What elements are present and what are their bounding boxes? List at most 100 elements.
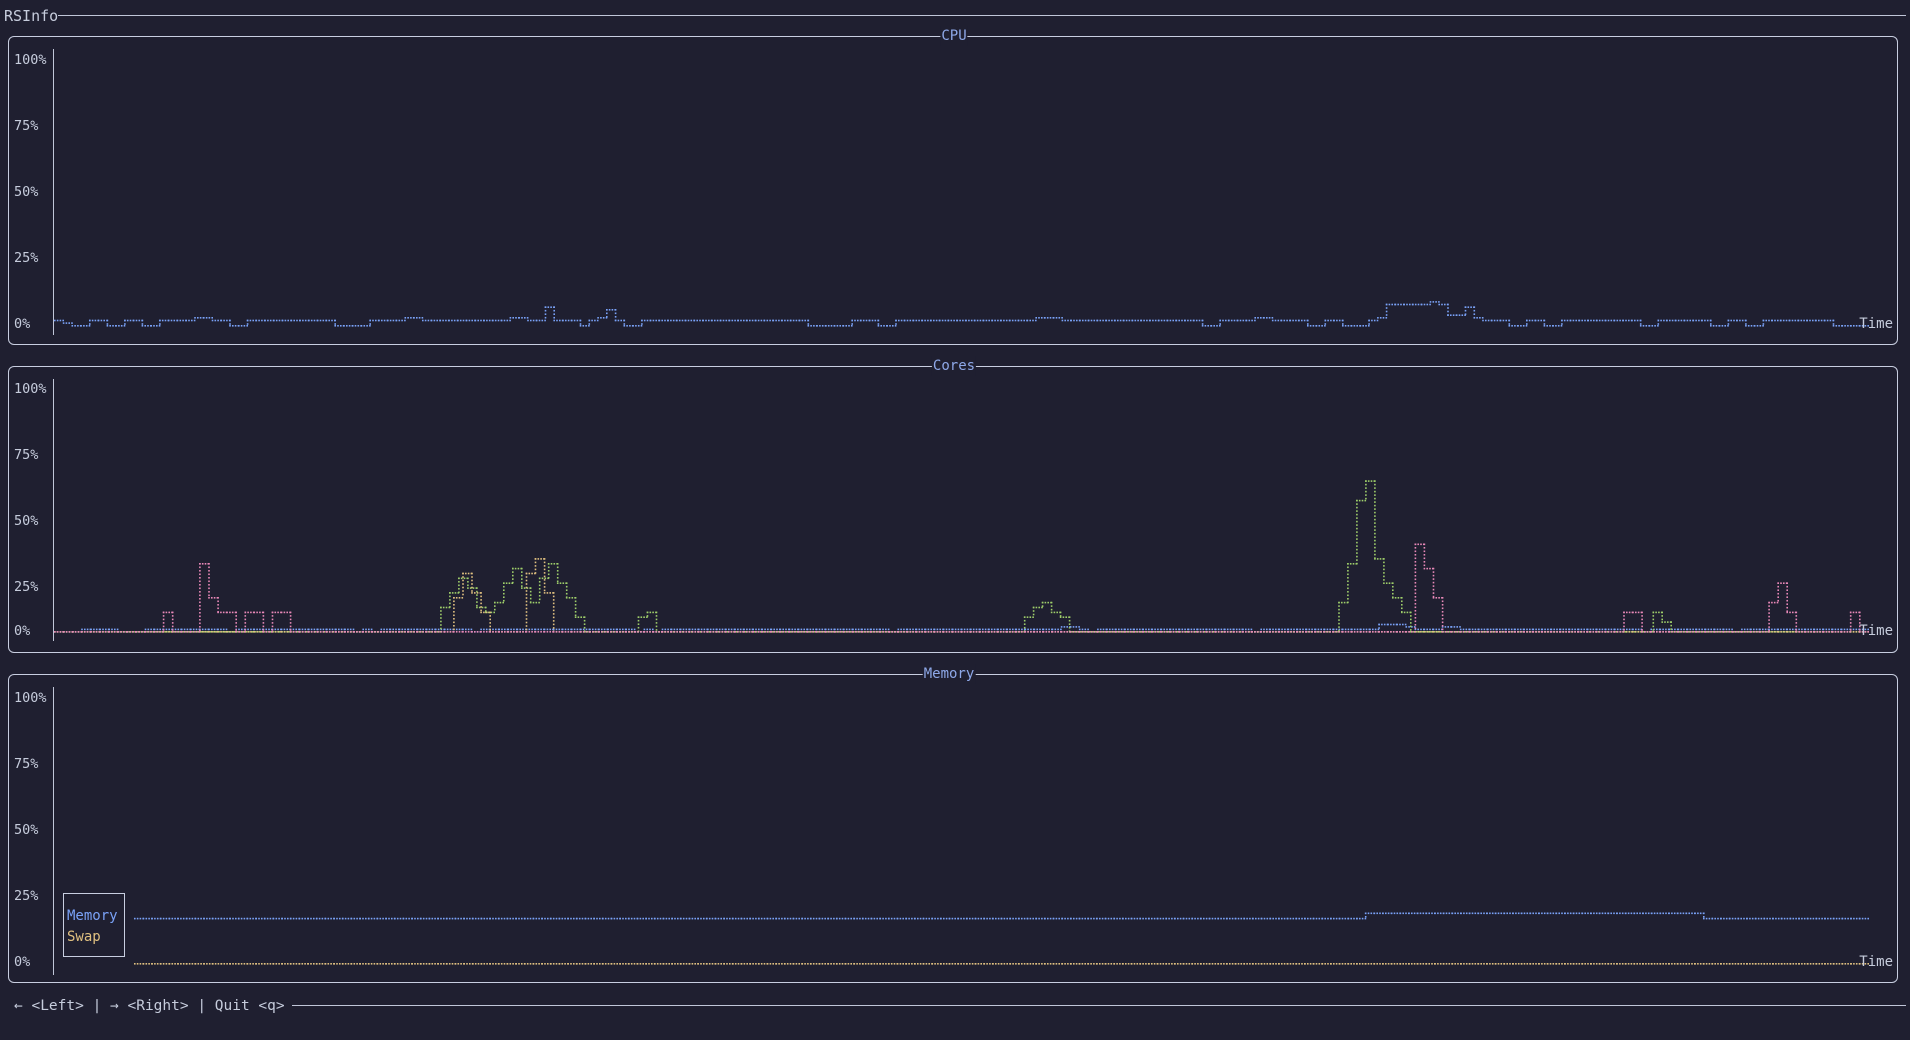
data-point xyxy=(1212,631,1214,633)
data-point xyxy=(56,319,59,322)
data-point xyxy=(790,631,792,633)
data-point xyxy=(1374,511,1376,514)
data-point xyxy=(504,631,506,633)
data-point xyxy=(1510,631,1513,633)
data-point xyxy=(1791,319,1794,322)
data-point xyxy=(1859,629,1861,631)
data-point xyxy=(208,917,211,920)
data-point xyxy=(171,622,174,624)
data-point xyxy=(968,319,970,322)
data-point xyxy=(1044,317,1046,319)
data-point xyxy=(1628,611,1631,614)
data-point xyxy=(582,628,585,631)
data-point xyxy=(888,631,891,633)
data-point xyxy=(866,631,869,633)
data-point xyxy=(235,625,237,628)
data-point xyxy=(159,628,161,631)
data-point xyxy=(208,597,210,599)
data-point xyxy=(583,616,586,618)
data-point xyxy=(1420,631,1422,633)
data-point xyxy=(1020,319,1023,322)
data-point xyxy=(1059,615,1062,617)
data-point xyxy=(289,622,292,624)
data-point xyxy=(74,325,76,327)
data-point xyxy=(1753,325,1756,327)
data-point xyxy=(1410,625,1412,628)
data-point xyxy=(637,616,640,618)
data-point xyxy=(897,631,900,633)
data-point xyxy=(1720,631,1723,633)
data-point xyxy=(521,578,523,580)
data-point xyxy=(795,319,798,322)
data-point xyxy=(235,611,237,614)
data-point xyxy=(682,631,685,633)
data-point xyxy=(1447,310,1449,313)
data-point xyxy=(847,917,850,920)
data-point xyxy=(1803,319,1805,322)
data-point xyxy=(1683,628,1685,631)
data-point xyxy=(1804,631,1807,633)
data-point xyxy=(1623,611,1625,614)
data-point xyxy=(525,583,528,585)
data-point xyxy=(255,319,258,322)
data-point xyxy=(455,597,458,599)
data-point xyxy=(1816,631,1818,633)
data-point xyxy=(59,319,62,322)
cpu-panel: CPU 100% 75% 50% 25% 0% Time xyxy=(8,26,1898,345)
data-point xyxy=(552,620,555,622)
data-point xyxy=(518,917,520,920)
data-point xyxy=(550,917,552,920)
data-point xyxy=(155,631,158,633)
data-point xyxy=(1685,631,1687,633)
data-point xyxy=(809,628,812,631)
data-point xyxy=(1347,573,1349,576)
data-point xyxy=(324,917,327,920)
data-point xyxy=(1058,317,1061,319)
data-point xyxy=(1763,631,1765,633)
data-point xyxy=(1356,527,1358,530)
data-point xyxy=(1777,631,1779,633)
data-point xyxy=(673,628,676,631)
data-point xyxy=(772,631,774,633)
data-point xyxy=(556,566,559,569)
data-point xyxy=(183,631,186,633)
data-point xyxy=(1432,585,1435,587)
data-point xyxy=(538,319,541,322)
data-point xyxy=(346,325,348,327)
data-point xyxy=(1855,325,1858,327)
data-point xyxy=(1245,631,1247,633)
data-point xyxy=(209,631,212,633)
data-point xyxy=(504,628,506,631)
data-point xyxy=(1374,553,1376,556)
data-point xyxy=(108,631,110,633)
data-point xyxy=(1423,567,1426,570)
data-point xyxy=(1715,631,1717,633)
data-point xyxy=(1762,319,1765,322)
data-point xyxy=(203,917,205,920)
data-point xyxy=(271,631,273,633)
data-point xyxy=(836,325,839,327)
data-point xyxy=(1133,628,1135,631)
data-point xyxy=(203,631,205,633)
data-point xyxy=(1850,325,1852,327)
data-point xyxy=(1832,323,1835,325)
data-point xyxy=(1795,618,1798,621)
data-point xyxy=(363,325,366,327)
data-point xyxy=(1686,628,1689,631)
data-point xyxy=(957,631,960,633)
data-point xyxy=(1374,515,1376,517)
data-point xyxy=(1777,319,1779,322)
data-point xyxy=(1238,628,1241,631)
data-point xyxy=(290,917,292,920)
data-point xyxy=(543,628,546,631)
data-point xyxy=(1733,631,1735,633)
data-point xyxy=(882,628,884,631)
data-point xyxy=(970,319,973,322)
data-point xyxy=(177,917,179,920)
data-point xyxy=(521,567,523,570)
data-point xyxy=(1356,506,1358,509)
data-point xyxy=(776,628,778,631)
data-point xyxy=(1426,628,1428,631)
data-point xyxy=(655,622,658,624)
data-point xyxy=(732,917,734,920)
